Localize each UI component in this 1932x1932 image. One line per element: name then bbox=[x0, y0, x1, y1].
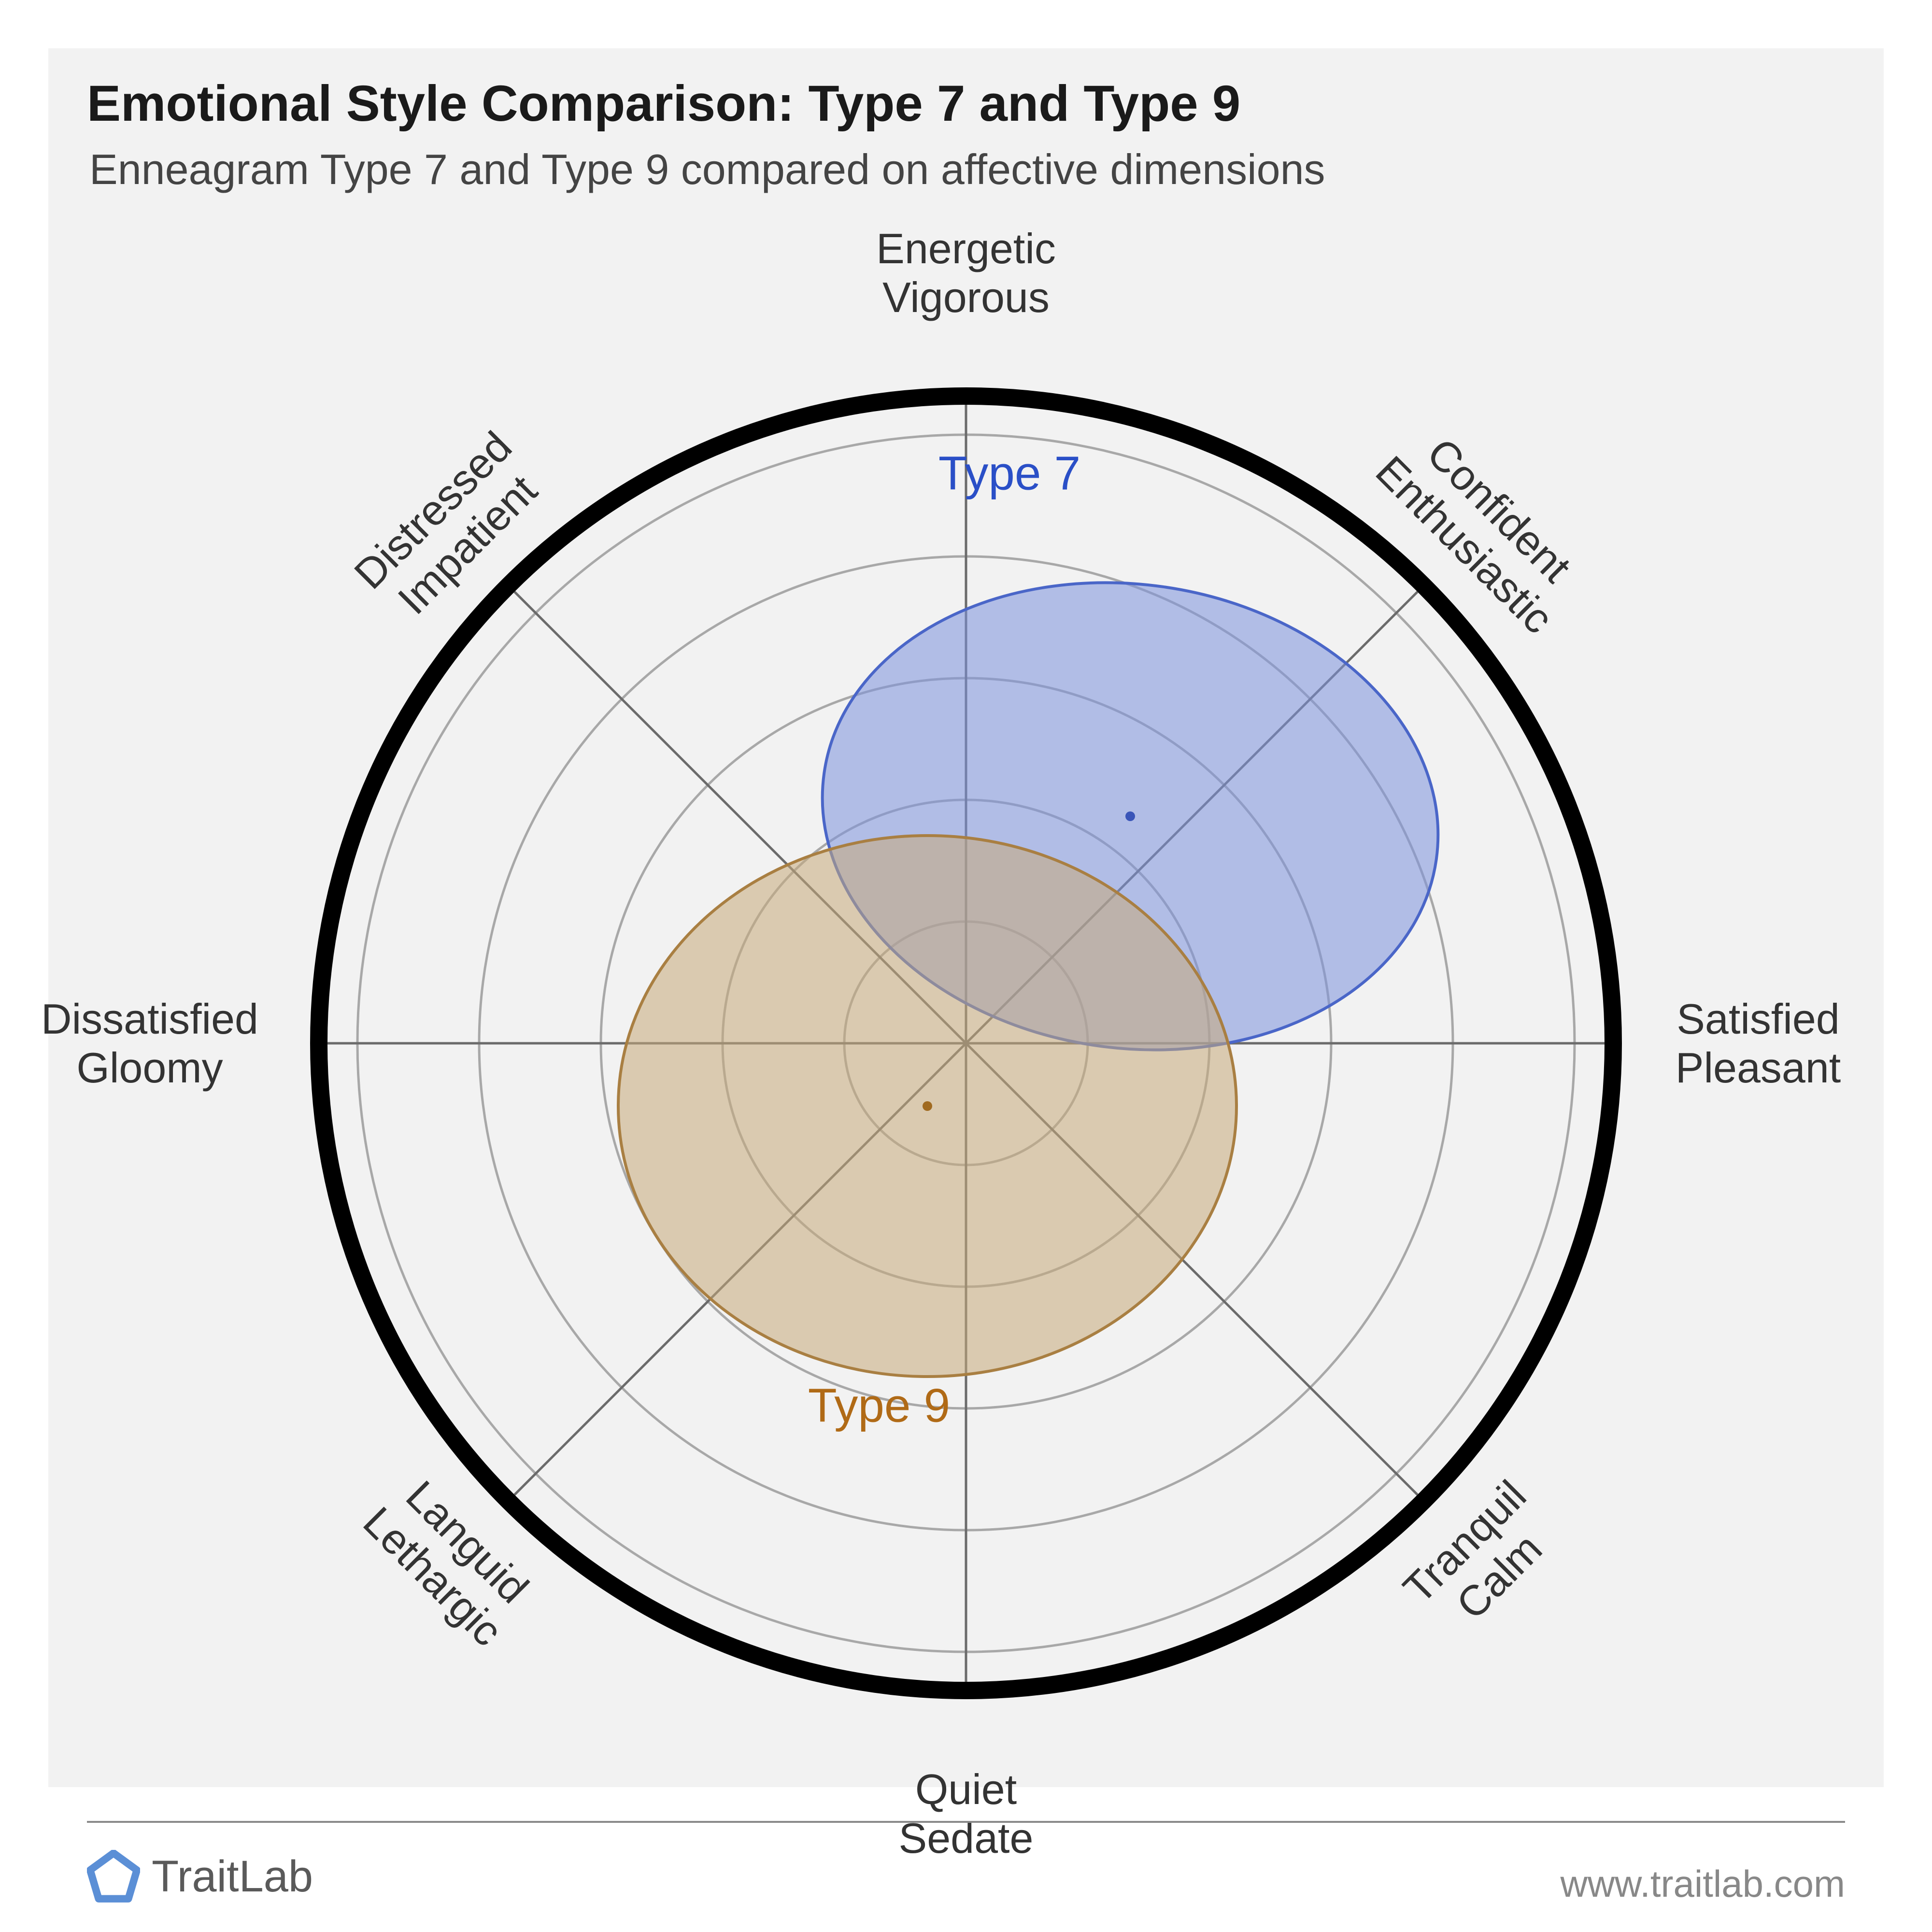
axis-label: Energetic Vigorous bbox=[876, 224, 1056, 322]
axis-label: Satisfied Pleasant bbox=[1676, 994, 1841, 1092]
series-label-type7: Type 7 bbox=[938, 446, 1080, 501]
footer-brand: TraitLab bbox=[87, 1850, 313, 1903]
series-shapes bbox=[618, 544, 1469, 1377]
series-center-dot-type7 bbox=[1125, 811, 1135, 821]
footer-url: www.traitlab.com bbox=[1561, 1862, 1846, 1906]
series-center-dot-type9 bbox=[923, 1101, 932, 1111]
traitlab-logo-icon bbox=[87, 1850, 140, 1903]
axis-label: Quiet Sedate bbox=[899, 1765, 1034, 1862]
axis-label: Dissatisfied Gloomy bbox=[41, 994, 258, 1092]
footer-rule bbox=[87, 1821, 1845, 1823]
chart-canvas: Emotional Style Comparison: Type 7 and T… bbox=[0, 0, 1932, 1932]
brand-text: TraitLab bbox=[152, 1851, 313, 1902]
series-label-type9: Type 9 bbox=[808, 1378, 950, 1433]
